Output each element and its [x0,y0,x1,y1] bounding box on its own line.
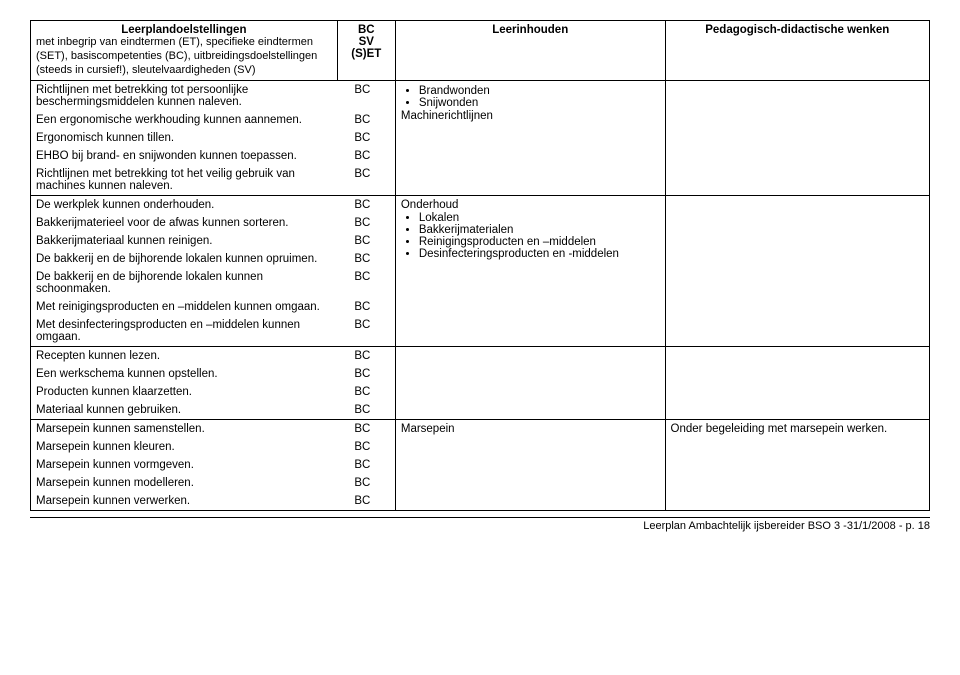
cell-code: BC [330,147,395,165]
table-row: Recepten kunnen lezen.BC Een werkschema … [31,347,930,420]
cell-text: Recepten kunnen lezen. [31,347,330,365]
cell-code: BC [330,165,395,195]
cell-code: BC [330,81,395,111]
cell-text: Marsepein kunnen vormgeven. [31,456,330,474]
block1-inhoud: Brandwonden Snijwonden Machinerichtlijne… [395,81,665,196]
block4-inhoud: Marsepein [395,420,665,511]
block4-left: Marsepein kunnen samenstellen.BC Marsepe… [31,420,396,511]
cell-text: Marsepein kunnen samenstellen. [31,420,330,438]
cell-code: BC [330,196,395,214]
nested-table: De werkplek kunnen onderhouden.BC Bakker… [31,196,395,346]
cell-text: De werkplek kunnen onderhouden. [31,196,330,214]
header-col1-sub: met inbegrip van eindtermen (ET), specif… [36,36,332,77]
table-row: Marsepein kunnen samenstellen.BC Marsepe… [31,420,930,511]
page-footer: Leerplan Ambachtelijk ijsbereider BSO 3 … [30,517,930,532]
cell-code: BC [330,383,395,401]
block1-wenk [665,81,929,196]
nested-table: Richtlijnen met betrekking tot persoonli… [31,81,395,195]
block1-extra: Machinerichtlijnen [401,110,660,122]
nested-table: Marsepein kunnen samenstellen.BC Marsepe… [31,420,395,510]
cell-code: BC [330,365,395,383]
cell-code: BC [330,268,395,298]
list-item: Snijwonden [419,97,660,109]
header-col1: Leerplandoelstellingen met inbegrip van … [31,21,338,81]
cell-text: Een werkschema kunnen opstellen. [31,365,330,383]
header-col2-l1: BC [343,24,390,36]
cell-code: BC [330,438,395,456]
block2-inhoud: Onderhoud Lokalen Bakkerijmaterialen Rei… [395,196,665,347]
cell-code: BC [330,214,395,232]
list-item: Desinfecteringsproducten en -middelen [419,248,660,260]
cell-code: BC [330,232,395,250]
cell-code: BC [330,316,395,346]
table-row: Richtlijnen met betrekking tot persoonli… [31,81,930,196]
cell-text: Een ergonomische werkhouding kunnen aann… [31,111,330,129]
block3-inhoud [395,347,665,420]
list-item: Brandwonden [419,85,660,97]
cell-code: BC [330,401,395,419]
cell-text: Marsepein kunnen modelleren. [31,474,330,492]
header-row: Leerplandoelstellingen met inbegrip van … [31,21,930,81]
header-col4: Pedagogisch-didactische wenken [665,21,929,81]
block3-wenk [665,347,929,420]
cell-code: BC [330,129,395,147]
cell-text: Met reinigingsproducten en –middelen kun… [31,298,330,316]
header-col2-l2: SV [343,36,390,48]
cell-code: BC [330,492,395,510]
cell-code: BC [330,250,395,268]
cell-text: Ergonomisch kunnen tillen. [31,129,330,147]
cell-text: Marsepein kunnen kleuren. [31,438,330,456]
block4-wenk: Onder begeleiding met marsepein werken. [665,420,929,511]
header-col3: Leerinhouden [395,21,665,81]
block1-left: Richtlijnen met betrekking tot persoonli… [31,81,396,196]
cell-code: BC [330,456,395,474]
block2-left: De werkplek kunnen onderhouden.BC Bakker… [31,196,396,347]
table-row: De werkplek kunnen onderhouden.BC Bakker… [31,196,930,347]
list-item: Lokalen [419,212,660,224]
cell-code: BC [330,111,395,129]
cell-code: BC [330,298,395,316]
cell-text: Marsepein kunnen verwerken. [31,492,330,510]
cell-text: De bakkerij en de bijhorende lokalen kun… [31,250,330,268]
header-col1-title: Leerplandoelstellingen [36,24,332,36]
cell-code: BC [330,347,395,365]
cell-code: BC [330,474,395,492]
cell-text: Bakkerijmateriaal kunnen reinigen. [31,232,330,250]
cell-text: Richtlijnen met betrekking tot persoonli… [31,81,330,111]
block3-left: Recepten kunnen lezen.BC Een werkschema … [31,347,396,420]
cell-text: Producten kunnen klaarzetten. [31,383,330,401]
list-item: Reinigingsproducten en –middelen [419,236,660,248]
cell-text: EHBO bij brand- en snijwonden kunnen toe… [31,147,330,165]
block2-wenk [665,196,929,347]
cell-text: Bakkerijmaterieel voor de afwas kunnen s… [31,214,330,232]
block2-title: Onderhoud [401,199,660,211]
header-col2-l3: (S)ET [343,48,390,60]
list-item: Bakkerijmaterialen [419,224,660,236]
cell-text: Met desinfecteringsproducten en –middele… [31,316,330,346]
curriculum-table: Leerplandoelstellingen met inbegrip van … [30,20,930,511]
cell-code: BC [330,420,395,438]
nested-table: Recepten kunnen lezen.BC Een werkschema … [31,347,395,419]
cell-text: Richtlijnen met betrekking tot het veili… [31,165,330,195]
cell-text: De bakkerij en de bijhorende lokalen kun… [31,268,330,298]
cell-text: Materiaal kunnen gebruiken. [31,401,330,419]
header-col2: BC SV (S)ET [337,21,395,81]
